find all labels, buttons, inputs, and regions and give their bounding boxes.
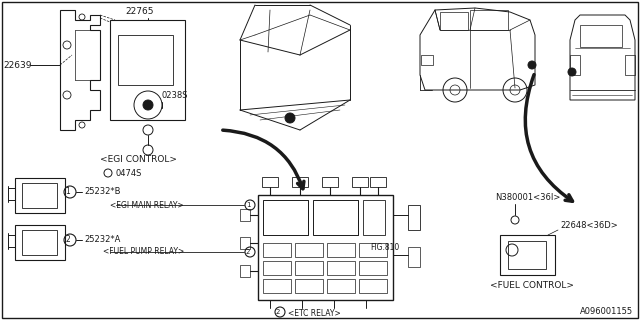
Bar (359, 243, 387, 257)
Text: A096001155: A096001155 (580, 308, 633, 316)
Text: <FUEL CONTROL>: <FUEL CONTROL> (490, 281, 574, 290)
Text: 22639: 22639 (3, 60, 31, 69)
Bar (352, 177, 368, 187)
Text: 25232*A: 25232*A (84, 236, 120, 244)
Bar (15, 178, 65, 213)
Bar (570, 55, 580, 75)
Bar (295, 261, 323, 275)
Bar (263, 261, 291, 275)
Bar (263, 243, 291, 257)
Bar (262, 177, 278, 187)
Bar (408, 247, 420, 267)
Text: 22648<36D>: 22648<36D> (560, 220, 618, 229)
Bar (359, 261, 387, 275)
Bar (508, 241, 546, 269)
Bar (625, 55, 635, 75)
Bar (263, 200, 308, 235)
Bar (327, 261, 355, 275)
Bar (22, 230, 57, 255)
Text: 2: 2 (246, 249, 250, 255)
Text: 22765: 22765 (125, 7, 154, 17)
Bar (440, 12, 468, 30)
Bar (118, 35, 173, 85)
Bar (240, 209, 250, 221)
Text: 25232*B: 25232*B (84, 188, 120, 196)
Bar (240, 265, 250, 277)
Bar (500, 235, 555, 275)
Text: 2: 2 (66, 236, 70, 244)
Bar (327, 279, 355, 293)
Bar (327, 243, 355, 257)
Text: <FUEL PUMP RELAY>: <FUEL PUMP RELAY> (103, 247, 184, 257)
Circle shape (285, 113, 295, 123)
Text: 1: 1 (66, 188, 70, 196)
Circle shape (528, 61, 536, 69)
Text: N380001<36I>: N380001<36I> (495, 194, 561, 203)
Bar (295, 279, 323, 293)
Bar (295, 243, 323, 257)
Bar (258, 195, 393, 300)
Text: <EGI CONTROL>: <EGI CONTROL> (100, 156, 177, 164)
Text: 1: 1 (246, 202, 250, 208)
Bar (580, 25, 622, 47)
Text: <EGI MAIN RELAY>: <EGI MAIN RELAY> (110, 201, 184, 210)
Bar (313, 200, 358, 235)
Text: FIG.810: FIG.810 (370, 243, 399, 252)
Bar (363, 200, 385, 235)
Bar (292, 177, 308, 187)
Text: 0238S: 0238S (162, 91, 189, 100)
Text: 0474S: 0474S (115, 169, 141, 178)
Bar (110, 20, 185, 120)
Circle shape (568, 68, 576, 76)
Bar (322, 177, 338, 187)
Circle shape (143, 100, 153, 110)
Text: 2: 2 (276, 309, 280, 315)
Bar (22, 183, 57, 208)
Bar (470, 10, 508, 30)
Bar (408, 205, 420, 230)
Bar (359, 279, 387, 293)
Bar (421, 55, 433, 65)
Bar (370, 177, 386, 187)
Bar (240, 237, 250, 249)
Bar (263, 279, 291, 293)
Bar (15, 225, 65, 260)
Text: <ETC RELAY>: <ETC RELAY> (288, 309, 340, 318)
